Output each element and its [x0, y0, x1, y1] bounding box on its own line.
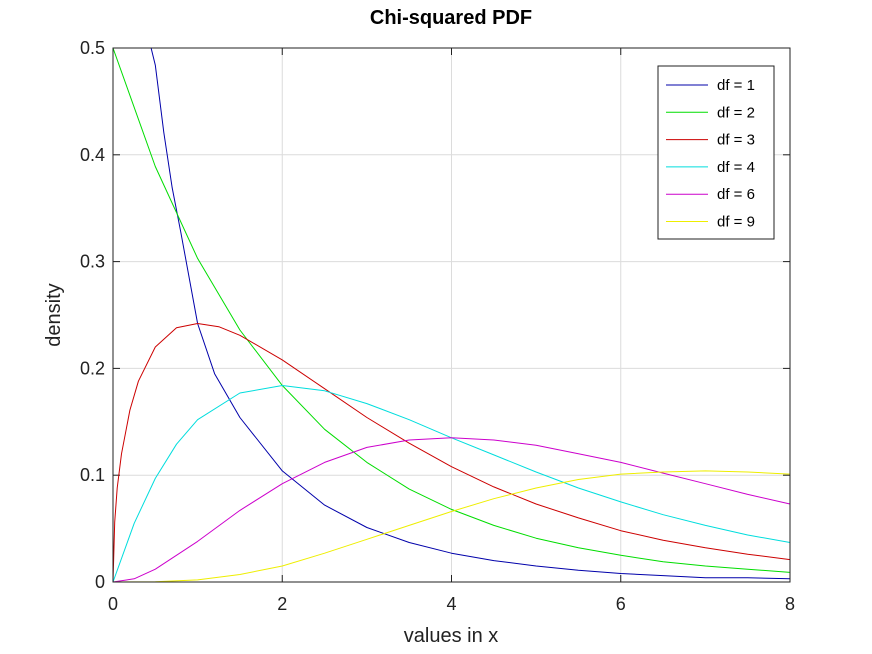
legend-label: df = 9 [717, 214, 755, 231]
x-tick-label: 8 [785, 594, 795, 614]
y-tick-label: 0.5 [80, 38, 105, 58]
legend-label: df = 4 [717, 159, 755, 176]
legend-label: df = 1 [717, 77, 755, 94]
y-tick-label: 0 [95, 572, 105, 592]
chart-title: Chi-squared PDF [370, 7, 532, 29]
legend-label: df = 2 [717, 104, 755, 121]
y-tick-label: 0.2 [80, 358, 105, 378]
series-line-3 [112, 323, 791, 583]
y-tick-label: 0.4 [80, 145, 105, 165]
legend-label: df = 3 [717, 132, 755, 149]
series-line-4 [112, 385, 791, 583]
series-line-2 [112, 47, 791, 573]
plot-frame [112, 47, 791, 583]
x-tick-label: 2 [277, 594, 287, 614]
series-line-5 [112, 437, 791, 583]
x-tick-label: 4 [446, 594, 456, 614]
legend-box [657, 65, 775, 240]
x-tick-label: 0 [108, 594, 118, 614]
x-axis-label: values in x [404, 625, 499, 647]
series-line-6 [112, 470, 791, 583]
legend-label: df = 6 [717, 186, 755, 203]
series-line-1 [150, 47, 791, 580]
axis-ticks: 0 2 4 6 8 0 0.1 0.2 0.3 0.4 0.5 [80, 38, 795, 614]
legend: df = 1 df = 2 df = 3 df = 4 df = 6 df = 9 [657, 65, 775, 240]
x-tick-label: 6 [616, 594, 626, 614]
series-lines [112, 47, 791, 583]
y-axis-label: density [43, 283, 65, 346]
y-tick-label: 0.3 [80, 252, 105, 272]
y-tick-label: 0.1 [80, 465, 105, 485]
